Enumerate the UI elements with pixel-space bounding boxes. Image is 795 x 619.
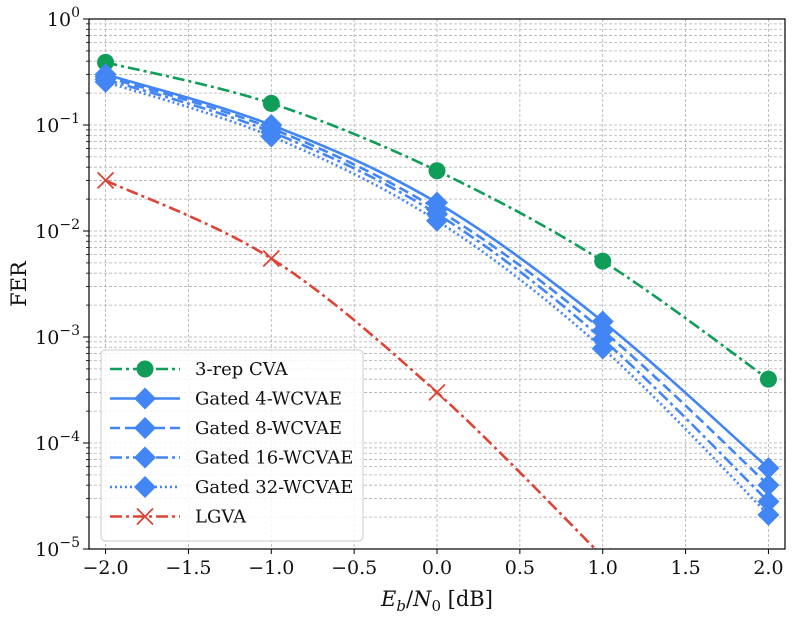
legend-label: Gated 32-WCVAE: [195, 477, 353, 498]
data-point: [262, 94, 280, 112]
legend-marker: [134, 446, 156, 469]
data-point: [759, 370, 777, 388]
data-point: [260, 125, 283, 148]
legend-label: Gated 16-WCVAE: [195, 448, 353, 469]
data-point: [96, 171, 115, 190]
y-axis-ticks: 100 10−1 10−2 10−3 10−4 10−5: [35, 5, 89, 561]
y-tick-label: 10−2: [35, 217, 80, 243]
data-point: [428, 383, 446, 402]
x-axis-ticks: −2.0 −1.5 −1.0 −0.5 0.0 0.5 1.0 1.5 2.0: [83, 549, 784, 579]
data-point: [262, 249, 280, 268]
legend-entry: LGVA: [110, 507, 247, 528]
legend-label: LGVA: [195, 507, 247, 528]
legend-label: 3-rep CVA: [195, 359, 289, 380]
data-point: [97, 53, 115, 71]
legend-marker: [134, 417, 156, 439]
legend-marker: [134, 387, 156, 410]
data-point: [757, 474, 780, 497]
series-line: [105, 78, 770, 503]
x-tick-label: −1.5: [165, 557, 211, 579]
data-point: [428, 162, 446, 180]
x-tick-label: 0.5: [505, 557, 535, 579]
legend-entry: Gated 4-WCVAE: [110, 387, 342, 410]
series-line: [105, 179, 598, 549]
legend-entry: Gated 8-WCVAE: [110, 417, 342, 439]
data-point: [594, 252, 612, 270]
data-point: [426, 209, 448, 232]
x-tick-label: −0.5: [331, 557, 377, 579]
data-point: [757, 490, 780, 513]
data-point: [591, 337, 614, 360]
y-tick-label: 10−3: [35, 323, 80, 349]
x-axis-label: Eb/N0 [dB]: [380, 587, 493, 615]
series-layer: [94, 53, 780, 549]
y-tick-label: 10−1: [35, 111, 80, 137]
x-tick-label: −1.0: [248, 557, 294, 579]
legend-marker: [136, 507, 154, 526]
legend-marker: [136, 360, 154, 378]
x-tick-label: 1.5: [670, 557, 700, 579]
x-tick-label: 2.0: [753, 557, 783, 579]
series-1: [97, 53, 777, 388]
y-tick-label: 100: [47, 5, 80, 31]
legend: 3-rep CVA Gated 4-WCVAE Gated 8-WCVAE Gated…: [100, 349, 364, 542]
y-tick-label: 10−4: [35, 429, 80, 455]
data-point: [94, 70, 117, 93]
legend-entry: Gated 16-WCVAE: [110, 446, 353, 469]
x-tick-label: −2.0: [83, 557, 129, 579]
series-line: [105, 80, 770, 516]
legend-label: Gated 4-WCVAE: [195, 389, 342, 410]
x-tick-label: 1.0: [588, 557, 618, 579]
series-5: [94, 70, 780, 526]
data-point: [757, 457, 780, 480]
y-axis-label: FER: [7, 260, 31, 307]
x-tick-label: 0.0: [422, 557, 452, 579]
legend-entry: 3-rep CVA: [110, 359, 289, 380]
legend-entry: Gated 32-WCVAE: [110, 476, 353, 498]
legend-label: Gated 8-WCVAE: [195, 418, 342, 439]
y-tick-label: 10−5: [35, 535, 80, 561]
series-6: [96, 171, 612, 549]
legend-marker: [134, 476, 156, 498]
data-point: [757, 503, 780, 526]
